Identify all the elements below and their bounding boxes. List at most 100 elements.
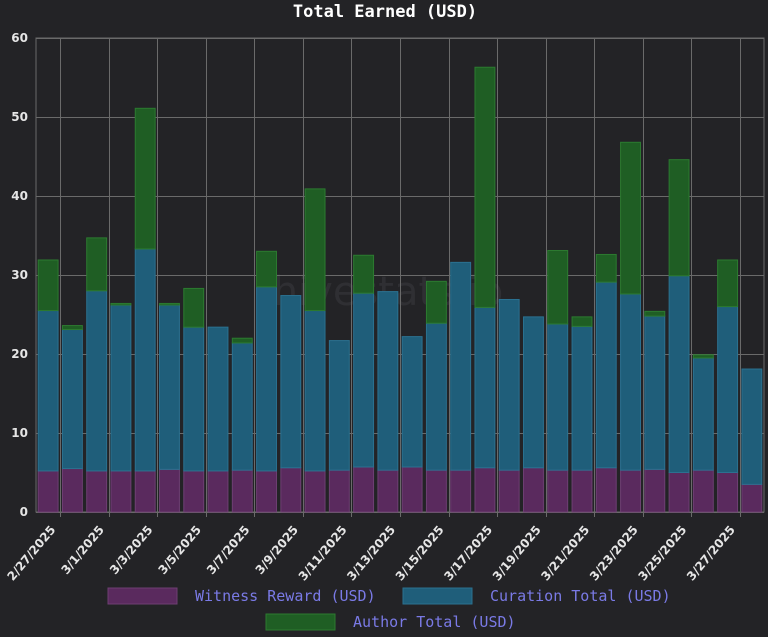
bar-witness-3/17/2025[interactable] <box>474 467 496 513</box>
bar-witness-3/23/2025[interactable] <box>620 469 641 513</box>
bar-author-3/3/2025[interactable] <box>134 107 156 250</box>
bar-curation-3/10/2025[interactable] <box>304 310 326 472</box>
bar-witness-3/22/2025[interactable] <box>595 467 617 513</box>
bar-witness-3/28/2025[interactable] <box>741 483 763 513</box>
bar-curation-3/20/2025[interactable] <box>547 323 569 471</box>
bar-witness-3/3/2025[interactable] <box>134 470 156 513</box>
bar-curation-3/25/2025[interactable] <box>668 275 690 474</box>
bar-witness-3/15/2025[interactable] <box>425 469 447 513</box>
legend-swatch-curation[interactable] <box>402 587 473 605</box>
bar-author-3/5/2025[interactable] <box>183 287 205 328</box>
legend-label-witness[interactable]: Witness Reward (USD) <box>195 587 376 605</box>
bar-witness-3/4/2025[interactable] <box>159 468 180 513</box>
bar-author-2/28/2025[interactable] <box>61 325 83 331</box>
bar-author-3/21/2025[interactable] <box>571 316 593 327</box>
bar-curation-3/21/2025[interactable] <box>571 325 593 471</box>
bar-curation-3/6/2025[interactable] <box>207 326 229 472</box>
bar-curation-3/14/2025[interactable] <box>401 336 423 468</box>
bar-curation-2/28/2025[interactable] <box>61 329 83 470</box>
bar-curation-3/17/2025[interactable] <box>474 306 496 469</box>
bar-curation-3/16/2025[interactable] <box>450 261 472 471</box>
bar-curation-3/26/2025[interactable] <box>692 357 714 471</box>
chart-title: Total Earned (USD) <box>293 2 477 22</box>
bar-curation-3/15/2025[interactable] <box>425 322 447 471</box>
x-tick-label: 3/13/2025 <box>344 523 398 583</box>
bar-curation-3/4/2025[interactable] <box>159 304 180 470</box>
bar-author-3/1/2025[interactable] <box>86 237 108 292</box>
y-tick-label: 0 <box>20 505 28 519</box>
bar-author-3/26/2025[interactable] <box>692 354 714 359</box>
bar-witness-3/21/2025[interactable] <box>571 469 593 513</box>
legend-swatch-witness[interactable] <box>107 587 178 605</box>
bar-author-3/27/2025[interactable] <box>717 259 739 308</box>
bar-curation-3/22/2025[interactable] <box>595 281 617 469</box>
bar-witness-3/1/2025[interactable] <box>86 470 108 513</box>
bar-author-3/20/2025[interactable] <box>547 250 569 325</box>
bar-author-3/2/2025[interactable] <box>110 302 132 306</box>
bar-author-3/12/2025[interactable] <box>353 254 375 294</box>
bar-witness-3/9/2025[interactable] <box>280 467 302 513</box>
bar-author-2/27/2025[interactable] <box>37 259 59 312</box>
bar-witness-3/7/2025[interactable] <box>231 469 253 513</box>
bar-author-3/7/2025[interactable] <box>231 337 253 344</box>
bar-curation-3/12/2025[interactable] <box>353 292 375 468</box>
bar-curation-3/9/2025[interactable] <box>280 295 302 469</box>
bar-witness-3/14/2025[interactable] <box>401 466 423 513</box>
bar-curation-3/3/2025[interactable] <box>134 248 156 472</box>
bar-curation-3/27/2025[interactable] <box>717 306 739 473</box>
bar-witness-3/5/2025[interactable] <box>183 470 205 513</box>
bar-witness-2/27/2025[interactable] <box>37 470 59 513</box>
x-tick-label: 3/9/2025 <box>253 523 302 577</box>
bar-author-3/10/2025[interactable] <box>304 188 326 312</box>
legend-label-curation[interactable]: Curation Total (USD) <box>490 587 671 605</box>
bar-curation-3/1/2025[interactable] <box>86 290 108 472</box>
bar-witness-3/20/2025[interactable] <box>547 469 569 513</box>
bar-curation-3/8/2025[interactable] <box>256 286 277 472</box>
x-tick-label: 3/7/2025 <box>204 523 253 577</box>
bar-author-3/25/2025[interactable] <box>668 159 690 277</box>
bar-curation-3/18/2025[interactable] <box>498 298 520 471</box>
bar-witness-3/24/2025[interactable] <box>644 468 666 513</box>
bar-witness-3/18/2025[interactable] <box>498 469 520 513</box>
legend-swatch-author[interactable] <box>265 613 336 631</box>
x-tick-label: 3/23/2025 <box>587 523 641 583</box>
x-tick-label: 3/3/2025 <box>107 523 156 577</box>
bar-witness-3/16/2025[interactable] <box>450 469 472 513</box>
bar-author-3/23/2025[interactable] <box>620 141 641 295</box>
legend[interactable]: Witness Reward (USD) Curation Total (USD)… <box>107 587 671 631</box>
bar-author-3/8/2025[interactable] <box>256 250 277 288</box>
bar-curation-3/23/2025[interactable] <box>620 293 641 471</box>
y-axis-ticks: 0 10 20 30 40 50 60 <box>11 31 28 519</box>
bar-witness-3/6/2025[interactable] <box>207 470 229 513</box>
bar-curation-3/11/2025[interactable] <box>328 340 350 471</box>
bar-witness-2/28/2025[interactable] <box>61 468 83 513</box>
bar-witness-3/13/2025[interactable] <box>377 469 399 513</box>
bar-curation-3/5/2025[interactable] <box>183 326 205 472</box>
bar-author-3/22/2025[interactable] <box>595 253 617 283</box>
bar-witness-3/8/2025[interactable] <box>256 470 277 513</box>
bar-curation-3/19/2025[interactable] <box>523 316 544 469</box>
bar-curation-3/13/2025[interactable] <box>377 291 399 471</box>
bar-witness-3/25/2025[interactable] <box>668 472 690 513</box>
bar-witness-3/10/2025[interactable] <box>304 470 326 513</box>
y-tick-label: 40 <box>11 189 28 203</box>
bar-witness-3/19/2025[interactable] <box>523 467 544 513</box>
bar-author-3/17/2025[interactable] <box>474 66 496 308</box>
bar-curation-3/2/2025[interactable] <box>110 304 132 472</box>
bar-curation-3/7/2025[interactable] <box>231 342 253 471</box>
bar-curation-3/28/2025[interactable] <box>741 368 763 485</box>
bar-author-3/4/2025[interactable] <box>159 302 180 306</box>
bar-witness-3/26/2025[interactable] <box>692 469 714 513</box>
bar-author-3/15/2025[interactable] <box>425 280 447 324</box>
bar-witness-3/2/2025[interactable] <box>110 470 132 513</box>
bar-witness-3/12/2025[interactable] <box>353 466 375 513</box>
bar-witness-3/27/2025[interactable] <box>717 472 739 513</box>
bar-author-3/24/2025[interactable] <box>644 310 666 317</box>
y-tick-label: 60 <box>11 31 28 45</box>
legend-label-author[interactable]: Author Total (USD) <box>353 613 516 631</box>
bar-curation-2/27/2025[interactable] <box>37 310 59 472</box>
bar-curation-3/24/2025[interactable] <box>644 315 666 470</box>
bar-witness-3/11/2025[interactable] <box>328 469 350 513</box>
x-tick-label: 3/5/2025 <box>155 523 204 577</box>
